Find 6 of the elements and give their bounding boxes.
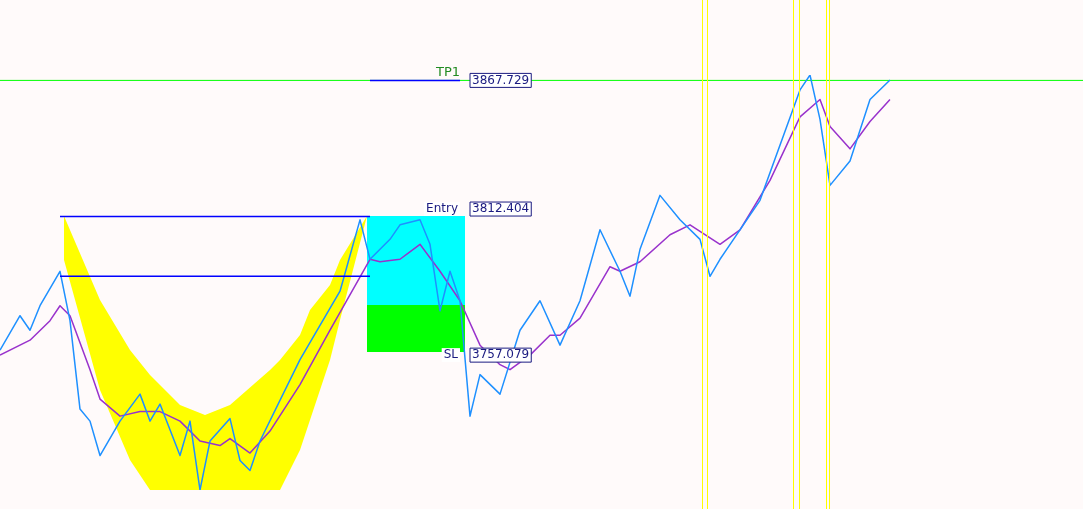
annotation: Entry (426, 201, 458, 216)
annotation: SL (443, 347, 459, 362)
annotation: 3812.404 (472, 201, 530, 216)
annotation: 3757.079 (472, 347, 530, 362)
ref-line-label: TP1 (434, 64, 460, 80)
annotation: 3867.729 (472, 72, 530, 87)
